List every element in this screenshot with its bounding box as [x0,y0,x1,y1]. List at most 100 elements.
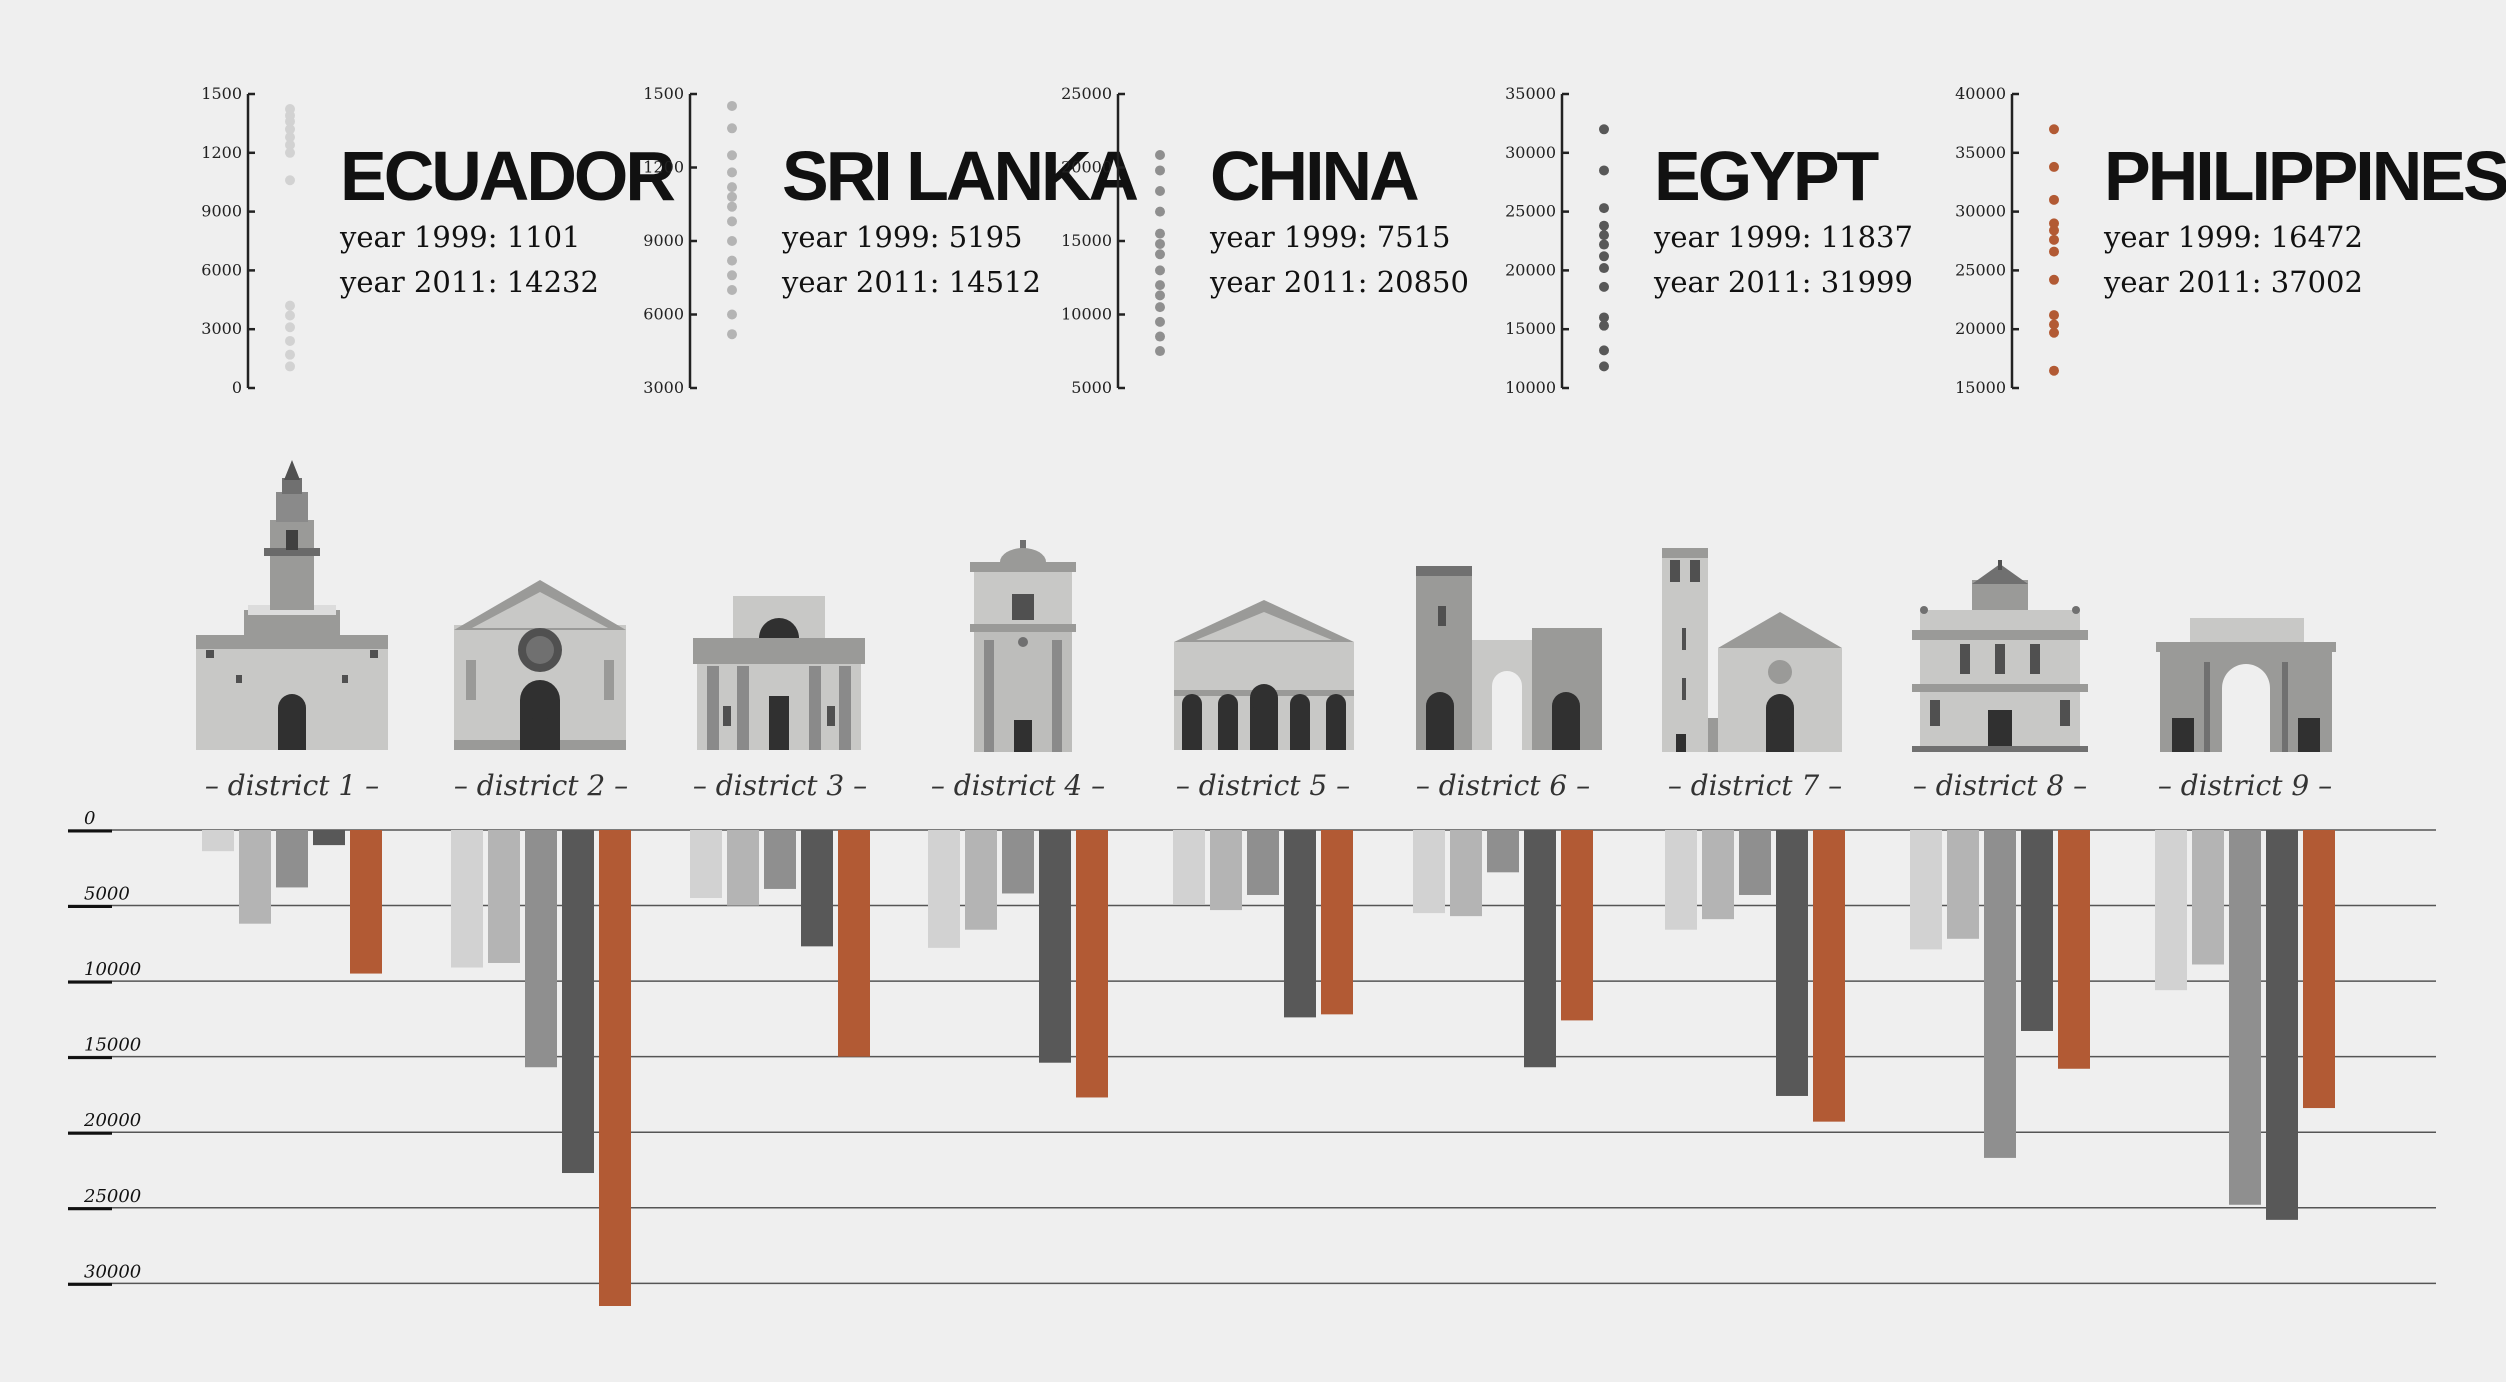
district-bar-chart: 0 5000 10000 15000 20000 25000 30000 – district… [68,769,2436,1306]
bar [2229,830,2261,1205]
panel-axis-tick-label: 35000 [1505,84,1556,103]
district-label: – district 8 – [1913,769,2087,802]
panel-axis-tick-label: 25000 [1955,260,2006,279]
data-point [727,285,737,295]
bar [1702,830,1734,920]
panel-axis-tick-label: 3000 [201,319,242,338]
district-buildings [196,460,2336,752]
panel-axis-tick-label: 30000 [1505,143,1556,162]
panel-axis-tick-label: 9000 [201,202,242,221]
year-1999-value: year 1999: 1101 [339,220,581,254]
data-point [1155,346,1165,357]
data-point [1155,249,1165,260]
bar-axis-tick-label: 25000 [83,1186,141,1207]
data-point [2049,124,2059,135]
panel-axis-tick-label: 25000 [1505,202,1556,221]
bar [2303,830,2335,1109]
panel-axis-tick-label: 6000 [643,305,684,324]
data-point [2049,310,2059,321]
panel-axis-tick-label: 5000 [1071,378,1112,397]
bar-axis-tick-label: 0 [84,808,95,829]
bar [239,830,271,924]
data-point [1599,263,1609,274]
temple-icon [693,596,865,750]
data-point [1155,316,1165,327]
data-point [727,255,737,266]
country-name: ECUADOR [340,137,675,215]
data-point [285,139,295,150]
data-point [285,361,295,372]
bar [690,830,722,898]
panel-axis-tick-label: 25000 [1061,84,1112,103]
bar-axis-tick-label: 20000 [83,1110,141,1131]
panel-axis-tick-label: 1500 [201,84,242,103]
bar [1284,830,1316,1018]
year-2011-value: year 2011: 14512 [781,265,1041,299]
ecuador-panel: 0 3000 6000 9000 1200 1500 ECUADOR year 1999: 1… [201,84,678,397]
data-point [1599,165,1609,176]
bar [1739,830,1771,895]
data-point [1155,186,1165,197]
campanile-church-icon [1662,548,1842,752]
data-point [727,216,737,227]
data-point [727,309,737,320]
data-point [1155,228,1165,239]
bar [727,830,759,906]
panel-axis-tick-label: 6000 [201,260,242,279]
bar [1776,830,1808,1096]
data-point [1599,320,1609,331]
bar [1450,830,1482,917]
bar [350,830,382,974]
district-label: – district 9 – [2158,769,2332,802]
panel-axis-tick-label: 15000 [1955,378,2006,397]
data-point [285,124,295,135]
data-point [727,167,737,178]
data-point [2049,327,2059,338]
data-point [727,182,737,193]
data-point [2049,225,2059,236]
year-1999-value: year 1999: 16472 [2103,220,2363,254]
data-point [727,270,737,281]
data-point [727,329,737,340]
bar [1076,830,1108,1098]
bar [928,830,960,948]
data-point [285,132,295,143]
year-1999-value: year 1999: 5195 [781,220,1023,254]
data-point [2049,194,2059,205]
basilica-icon [1174,600,1354,750]
bar [1561,830,1593,1021]
data-point [1155,290,1165,301]
data-point [1599,230,1609,241]
country-name: CHINA [1210,137,1418,215]
data-point [1599,124,1609,135]
bar [1487,830,1519,873]
year-2011-value: year 2011: 37002 [2103,265,2363,299]
data-point [285,335,295,346]
data-point [1155,280,1165,291]
palace-icon [970,540,1076,752]
district-label: – district 6 – [1416,769,1590,802]
data-point [2049,365,2059,376]
bar [1984,830,2016,1158]
data-point [2049,319,2059,330]
data-point [1599,312,1609,323]
panel-axis-tick-label: 20000 [1955,319,2006,338]
bar [1665,830,1697,930]
data-point [2049,161,2059,172]
year-1999-value: year 1999: 11837 [1653,220,1913,254]
bar [1910,830,1942,950]
baroque-facade-icon [1912,560,2088,752]
data-point [2049,234,2059,245]
egypt-panel: 10000 15000 20000 25000 30000 35000 EGYPT year … [1505,84,1913,397]
data-point [727,236,737,246]
panel-axis-tick-label: 15000 [1505,319,1556,338]
country-name: PHILIPPINES [2104,137,2506,215]
district-label: – district 5 – [1176,769,1350,802]
bar-axis-tick-label: 30000 [84,1261,141,1282]
data-point [2049,218,2059,229]
data-point [1155,238,1165,249]
data-point [1599,239,1609,250]
panel-axis-tick-label: 10000 [1505,378,1556,397]
bar [1247,830,1279,895]
data-point [1155,206,1165,217]
